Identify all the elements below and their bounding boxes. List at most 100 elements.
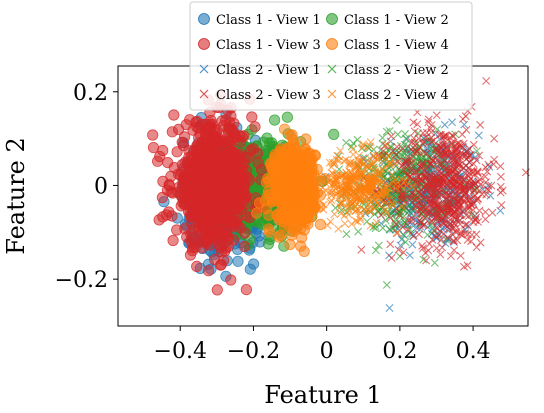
data-point [431, 190, 440, 199]
data-point [334, 224, 343, 233]
data-point [428, 184, 437, 193]
data-point [180, 119, 192, 131]
data-point [176, 166, 188, 178]
data-point [376, 170, 385, 179]
data-point [456, 251, 465, 260]
data-point [339, 157, 348, 165]
data-point [432, 111, 441, 120]
data-point [473, 167, 482, 176]
data-point [472, 213, 481, 222]
data-point [382, 280, 391, 289]
data-point [344, 210, 353, 219]
data-point [396, 241, 405, 250]
data-point [443, 195, 452, 204]
data-point [251, 147, 264, 159]
data-point [336, 203, 345, 212]
data-point [407, 154, 416, 163]
data-point [303, 180, 316, 192]
data-point [476, 120, 485, 129]
data-point [420, 148, 428, 157]
data-point [365, 170, 374, 179]
data-point [458, 142, 467, 151]
data-point [284, 238, 296, 251]
data-point [409, 118, 418, 127]
data-point [388, 170, 397, 179]
data-point [416, 218, 425, 227]
data-point [196, 169, 208, 181]
data-point [450, 246, 459, 255]
data-point [276, 182, 288, 194]
data-point [438, 185, 447, 194]
data-point [392, 184, 400, 193]
data-point [419, 137, 428, 146]
data-point [481, 208, 490, 216]
data-point [455, 199, 464, 208]
data-point [213, 173, 225, 185]
data-point [286, 129, 298, 141]
data-point [336, 146, 345, 155]
y-tick-label: 0 [94, 174, 108, 199]
data-point [354, 170, 363, 179]
data-point [481, 215, 490, 224]
data-point [484, 186, 493, 195]
data-point [482, 190, 491, 199]
data-point [391, 220, 400, 229]
data-point [372, 218, 381, 227]
data-point [280, 158, 292, 170]
data-point [231, 168, 243, 180]
data-point [476, 238, 485, 247]
data-point [181, 231, 193, 243]
data-point [249, 121, 261, 133]
data-point [201, 123, 213, 135]
data-point [171, 224, 183, 236]
data-point [196, 196, 208, 208]
legend: Class 1 - View 1 Class 1 - View 2 Class 1 … [189, 1, 473, 111]
data-point [452, 171, 461, 180]
data-point [428, 176, 437, 185]
data-point [328, 158, 337, 167]
data-point [369, 222, 378, 231]
data-point [191, 260, 203, 272]
data-point [190, 116, 202, 128]
legend-label: Class 2 - View 1 [216, 63, 321, 78]
data-point [450, 158, 459, 167]
data-point [179, 131, 191, 143]
data-point [306, 153, 318, 165]
data-point [368, 160, 377, 169]
data-point [365, 144, 374, 153]
data-point [358, 161, 367, 170]
data-point [173, 181, 185, 193]
data-point [436, 250, 445, 259]
data-point [376, 189, 385, 198]
data-point [314, 218, 326, 231]
data-point [319, 173, 331, 185]
data-point [167, 234, 179, 247]
data-point [422, 256, 431, 265]
data-point [383, 140, 392, 149]
data-point [331, 184, 340, 193]
legend-label: Class 1 - View 3 [216, 38, 321, 53]
data-point [157, 144, 169, 157]
data-point [449, 156, 458, 164]
data-point [433, 125, 442, 134]
data-point [422, 149, 431, 158]
data-point [413, 120, 422, 129]
data-point [354, 160, 363, 169]
data-point [275, 205, 288, 217]
legend-marker [326, 38, 338, 50]
data-point [381, 141, 390, 150]
data-point [461, 220, 470, 229]
data-point [397, 175, 406, 184]
data-point [452, 151, 461, 160]
data-point [363, 162, 372, 171]
data-point [434, 157, 443, 166]
data-point [347, 142, 356, 151]
data-point [215, 258, 227, 271]
legend-item: Class 1 - View 4 [326, 38, 449, 53]
data-point [147, 129, 159, 141]
x-tick-label: −0.2 [227, 339, 280, 364]
data-point [207, 209, 219, 221]
data-point [401, 238, 410, 247]
data-point [195, 154, 207, 166]
data-point [348, 145, 357, 154]
